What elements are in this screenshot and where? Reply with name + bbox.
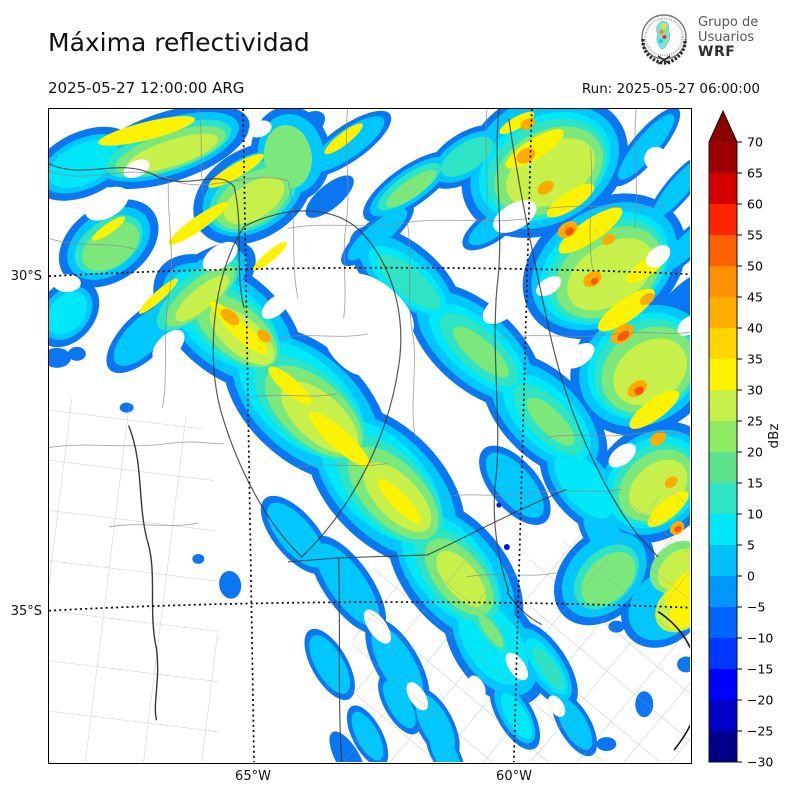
colorbar-tick-label: 5 [747, 537, 755, 552]
colorbar-segment [709, 297, 737, 329]
colorbar-tick-label: −25 [747, 723, 773, 738]
colorbar-tick-label: 45 [747, 289, 763, 304]
colorbar-segment [709, 576, 737, 608]
colorbar-tick-label: −20 [747, 692, 773, 707]
lat-label-30s: 30°S [10, 269, 42, 284]
colorbar-tick-label: 55 [747, 227, 763, 242]
colorbar-tick-label: 70 [747, 134, 763, 149]
colorbar: 7065605550454035302520151050−5−10−15−20−… [708, 109, 773, 769]
admin-boundaries [49, 109, 690, 762]
colorbar-tick-label: −5 [747, 599, 765, 614]
logo-line2: Usuarios [698, 30, 755, 45]
run-time-label: Run: 2025-05-27 06:00:00 [581, 81, 760, 97]
colorbar-tick-label: 35 [747, 351, 763, 366]
colorbar-segment [709, 483, 737, 515]
map-frame [48, 108, 692, 764]
colorbar-segment [709, 328, 737, 360]
graticule [49, 109, 690, 762]
colorbar-tick-label: 25 [747, 413, 763, 428]
colorbar-segment [709, 421, 737, 453]
colorbar-tick-label: 10 [747, 506, 763, 521]
colorbar-segment [709, 452, 737, 484]
colorbar-segment [709, 266, 737, 298]
logo-text: Grupo de Usuarios WRF [698, 15, 758, 60]
colorbar-segment [709, 359, 737, 391]
lat-label-35s: 35°S [10, 604, 42, 619]
colorbar-tick-label: 60 [747, 196, 763, 211]
colorbar-segment [709, 607, 737, 639]
colorbar-tick-label: −30 [747, 754, 773, 769]
colorbar-tick-label: 65 [747, 165, 763, 180]
colorbar-segment [709, 731, 737, 763]
logo-line3: WRF [698, 44, 736, 60]
colorbar-segment [709, 142, 737, 174]
colorbar-segment [709, 545, 737, 577]
colorbar-unit-label: dBz [766, 423, 782, 449]
map-canvas [49, 109, 690, 762]
colorbar-segment [709, 514, 737, 546]
colorbar-segment [709, 669, 737, 701]
colorbar-tick-label: 50 [747, 258, 763, 273]
logo-seal-icon [641, 14, 687, 65]
wrf-users-group-logo [636, 10, 796, 70]
colorbar-tick-label: 15 [747, 475, 763, 490]
logo-line1: Grupo de [698, 15, 759, 30]
colorbar-segment [709, 638, 737, 670]
colorbar-tick-label: 20 [747, 444, 763, 459]
colorbar-tick-label: 30 [747, 382, 763, 397]
colorbar-tick-label: 40 [747, 320, 763, 335]
colorbar-segment [709, 700, 737, 732]
colorbar-tick-label: −15 [747, 661, 773, 676]
colorbar-tick-label: 0 [747, 568, 755, 583]
colorbar-segment [709, 204, 737, 236]
lon-label-60w: 60°W [496, 769, 532, 784]
colorbar-segment [709, 235, 737, 267]
colorbar-tick-label: −10 [747, 630, 773, 645]
colorbar-segment [709, 173, 737, 205]
valid-time-label: 2025-05-27 12:00:00 ARG [48, 79, 245, 97]
colorbar-segment [709, 390, 737, 422]
page-title: Máxima reflectividad [48, 28, 310, 57]
colorbar-over-arrow [709, 111, 737, 142]
lon-label-65w: 65°W [235, 769, 271, 784]
